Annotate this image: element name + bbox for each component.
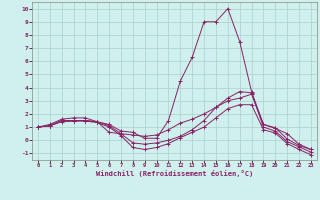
- X-axis label: Windchill (Refroidissement éolien,°C): Windchill (Refroidissement éolien,°C): [96, 170, 253, 177]
